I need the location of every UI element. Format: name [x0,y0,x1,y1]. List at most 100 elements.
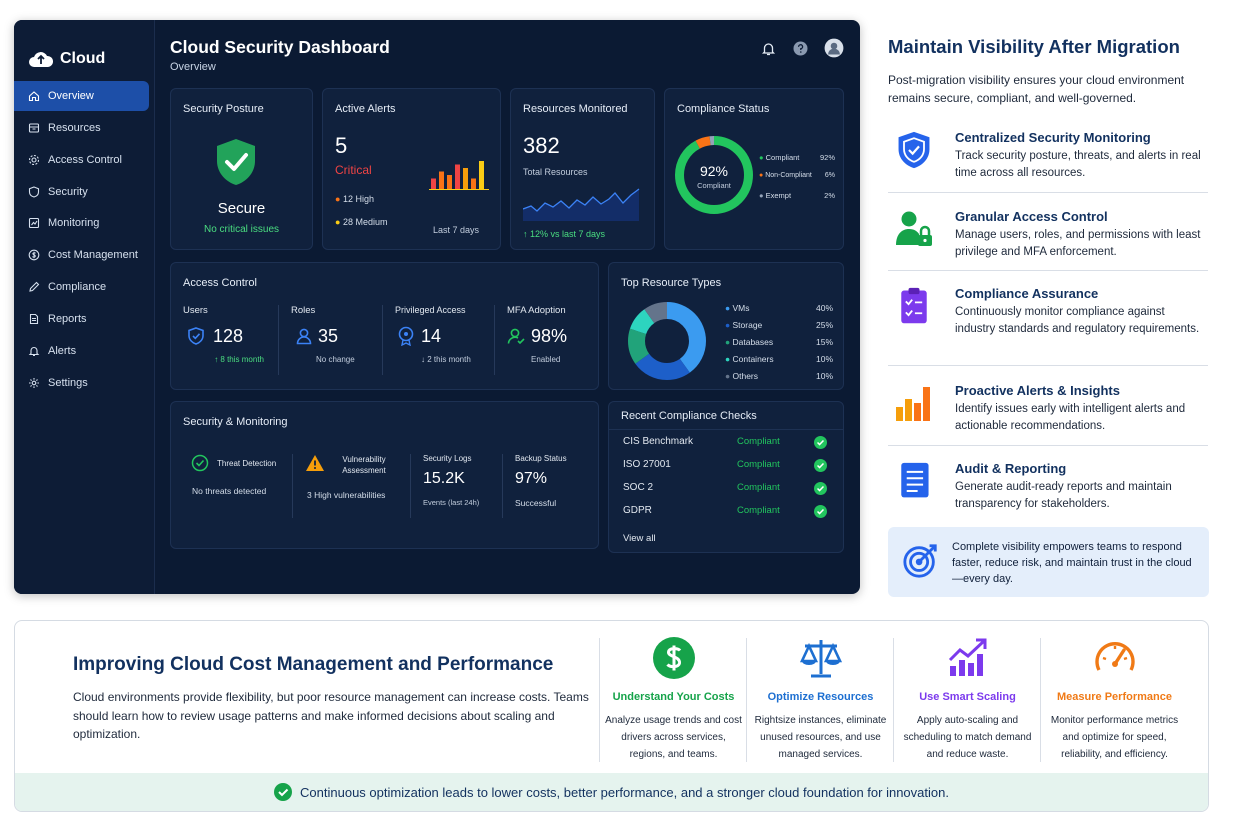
stat-note: ↑ 8 this month [214,355,264,364]
check-status: Compliant [737,459,780,470]
sidebar-item-alerts[interactable]: Alerts [14,336,148,366]
sidebar-item-label: Settings [48,376,88,389]
tip-desc: Analyze usage trends and cost drivers ac… [605,715,742,760]
threat-note: No threats detected [192,486,267,496]
legend-label: ● Others [725,371,758,388]
check-circle-icon [274,783,293,801]
sidebar-item-access-control[interactable]: Access Control [14,145,148,175]
shield-check-icon [898,131,930,169]
threat-detection[interactable]: Threat Detection No threats detected [183,454,293,518]
access-stat-privileged[interactable]: Privileged Access 14 ↓ 2 this month [395,305,495,375]
legend-label: Non-Compliant [765,172,812,179]
legend-label: Compliant [765,153,800,162]
legend-item: ● Others 10% [725,371,833,388]
sidebar-item-label: Resources [48,121,101,134]
help-icon[interactable] [792,40,809,57]
security-posture-card[interactable]: Security Posture Secure No critical issu… [170,88,313,250]
recent-compliance-checks-card[interactable]: Recent Compliance Checks CIS Benchmark C… [608,401,844,553]
card-title: Security Posture [183,103,264,115]
check-name: GDPR [623,505,652,516]
cost-management-section: Improving Cloud Cost Management and Perf… [14,620,1209,812]
right-panel-subtitle: Post-migration visibility ensures your c… [888,73,1185,105]
alert-bar [471,178,476,189]
resources-change: ↑ 12% vs last 7 days [523,229,606,239]
legend-label-text: Others [732,371,759,381]
shield-icon [28,185,40,198]
trend-up-icon [948,638,986,676]
legend-value: 10% [815,354,833,364]
sidebar-item-settings[interactable]: Settings [14,368,148,398]
sidebar-item-overview[interactable]: Overview [14,81,149,111]
bell-icon[interactable] [760,40,777,57]
alert-bar [431,178,436,189]
legend-item: ● Non-Compliant 6% [759,172,835,191]
compliance-status-card[interactable]: Compliance Status 92% Compliant ● Compli… [664,88,844,250]
tip-title: Measure Performance [1057,691,1172,703]
sidebar-item-label: Security [48,185,88,198]
feature-title: Centralized Security Monitoring [955,130,1151,145]
compliance-legend: ● Compliant 92% ● Non-Compliant 6% ● Exemp… [759,153,835,210]
alert-bar [479,161,484,189]
sidebar-item-label: Reports [48,312,87,325]
access-stat-users[interactable]: Users 128 ↑ 8 this month [183,305,279,375]
security-monitoring-card[interactable]: Security & Monitoring Threat Detection N… [170,401,599,549]
legend-item: ● Storage 25% [725,320,833,337]
backup-value: 97% [515,470,548,487]
feature-desc: Track security posture, threats, and ale… [955,150,1201,179]
stat-value: 128 [213,326,244,346]
sidebar-item-monitoring[interactable]: Monitoring [14,208,148,238]
settings-icon [29,377,39,388]
sidebar-item-cost-management[interactable]: Cost Management [14,240,148,270]
legend-label-text: Containers [732,354,774,364]
view-all-link[interactable]: View all [623,533,656,544]
active-alerts-card[interactable]: Active Alerts 5 Critical ● 12 High ● 28 … [322,88,501,250]
access-stat-mfa[interactable]: MFA Adoption 98% Enabled [507,305,592,375]
tip-smart-scaling: Use Smart Scaling Apply auto-scaling and… [894,636,1041,766]
sidebar-item-security[interactable]: Security [14,177,148,207]
check-row[interactable]: SOC 2 Compliant [623,482,827,502]
legend-swatch: ● [725,337,733,347]
legend-label-text: VMs [732,303,750,313]
sidebar-item-label: Overview [48,90,94,102]
legend-value: 6% [824,172,835,179]
legend-item: ● Compliant 92% [759,153,835,172]
check-status: Compliant [737,482,780,493]
feature-compliance-assurance: Compliance Assurance Continuously monito… [888,286,1208,366]
top-resource-types-card[interactable]: Top Resource Types ● VMs 40% ● Storage 25% ●… [608,262,844,390]
avatar[interactable] [824,38,844,58]
vulnerability-assessment[interactable]: Vulnerability Assessment 3 High vulnerab… [303,454,411,518]
card-title: Active Alerts [335,103,396,115]
check-row[interactable]: CIS Benchmark Compliant [623,436,827,456]
feature-desc: Generate audit-ready reports and maintai… [955,481,1172,510]
sidebar-nav: Overview Resources Access Control Securi… [14,81,154,398]
sidebar-item-resources[interactable]: Resources [14,113,148,143]
security-logs[interactable]: Security Logs 15.2K Events (last 24h) [423,454,503,518]
backup-status[interactable]: Backup Status 97% Successful [515,454,593,518]
legend-value: 15% [815,337,833,347]
check-status: Compliant [737,436,780,447]
alert-bar [447,175,452,189]
stat-value: 98% [531,326,568,346]
compliance-slice [675,136,753,214]
tip-optimize-resources: Optimize Resources Rightsize instances, … [747,636,894,766]
feature-proactive-alerts: Proactive Alerts & Insights Identify iss… [888,383,1208,446]
brand[interactable]: Cloud [14,20,154,80]
legend-swatch: ● [725,371,733,381]
access-stat-roles[interactable]: Roles 35 No change [291,305,383,375]
sidebar-item-compliance[interactable]: Compliance [14,272,148,302]
legend-value: 25% [815,320,833,330]
check-row[interactable]: ISO 27001 Compliant [623,459,827,479]
check-name: CIS Benchmark [623,436,694,447]
posture-status: Secure [217,200,266,217]
sidebar-item-reports[interactable]: Reports [14,304,148,334]
clipboard-check-icon [901,287,927,324]
compliance-center-label: Compliant [697,181,731,190]
check-status: Compliant [737,505,780,516]
check-circle-icon [191,454,209,472]
resources-monitored-card[interactable]: Resources Monitored 382 Total Resources … [510,88,655,250]
access-control-card[interactable]: Access Control Users 128 ↑ 8 this month … [170,262,599,390]
check-row[interactable]: GDPR Compliant [623,505,827,525]
alerts-count: 5 [335,133,348,158]
alerts-period: Last 7 days [433,225,480,235]
feature-audit-reporting: Audit & Reporting Generate audit-ready r… [888,461,1208,517]
